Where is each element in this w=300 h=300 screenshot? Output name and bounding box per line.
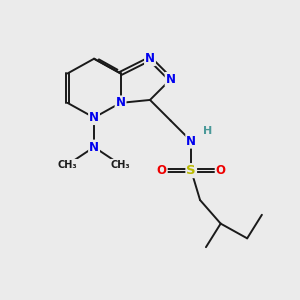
Text: N: N [116,96,126,110]
Text: N: N [89,111,99,124]
Text: N: N [186,135,196,148]
Text: N: N [145,52,155,65]
Text: O: O [216,164,226,177]
Text: CH₃: CH₃ [58,160,77,170]
Text: N: N [89,141,99,154]
Text: CH₃: CH₃ [111,160,130,170]
Text: O: O [157,164,167,177]
Text: H: H [203,126,212,136]
Text: N: N [166,73,176,86]
Text: S: S [186,164,196,177]
